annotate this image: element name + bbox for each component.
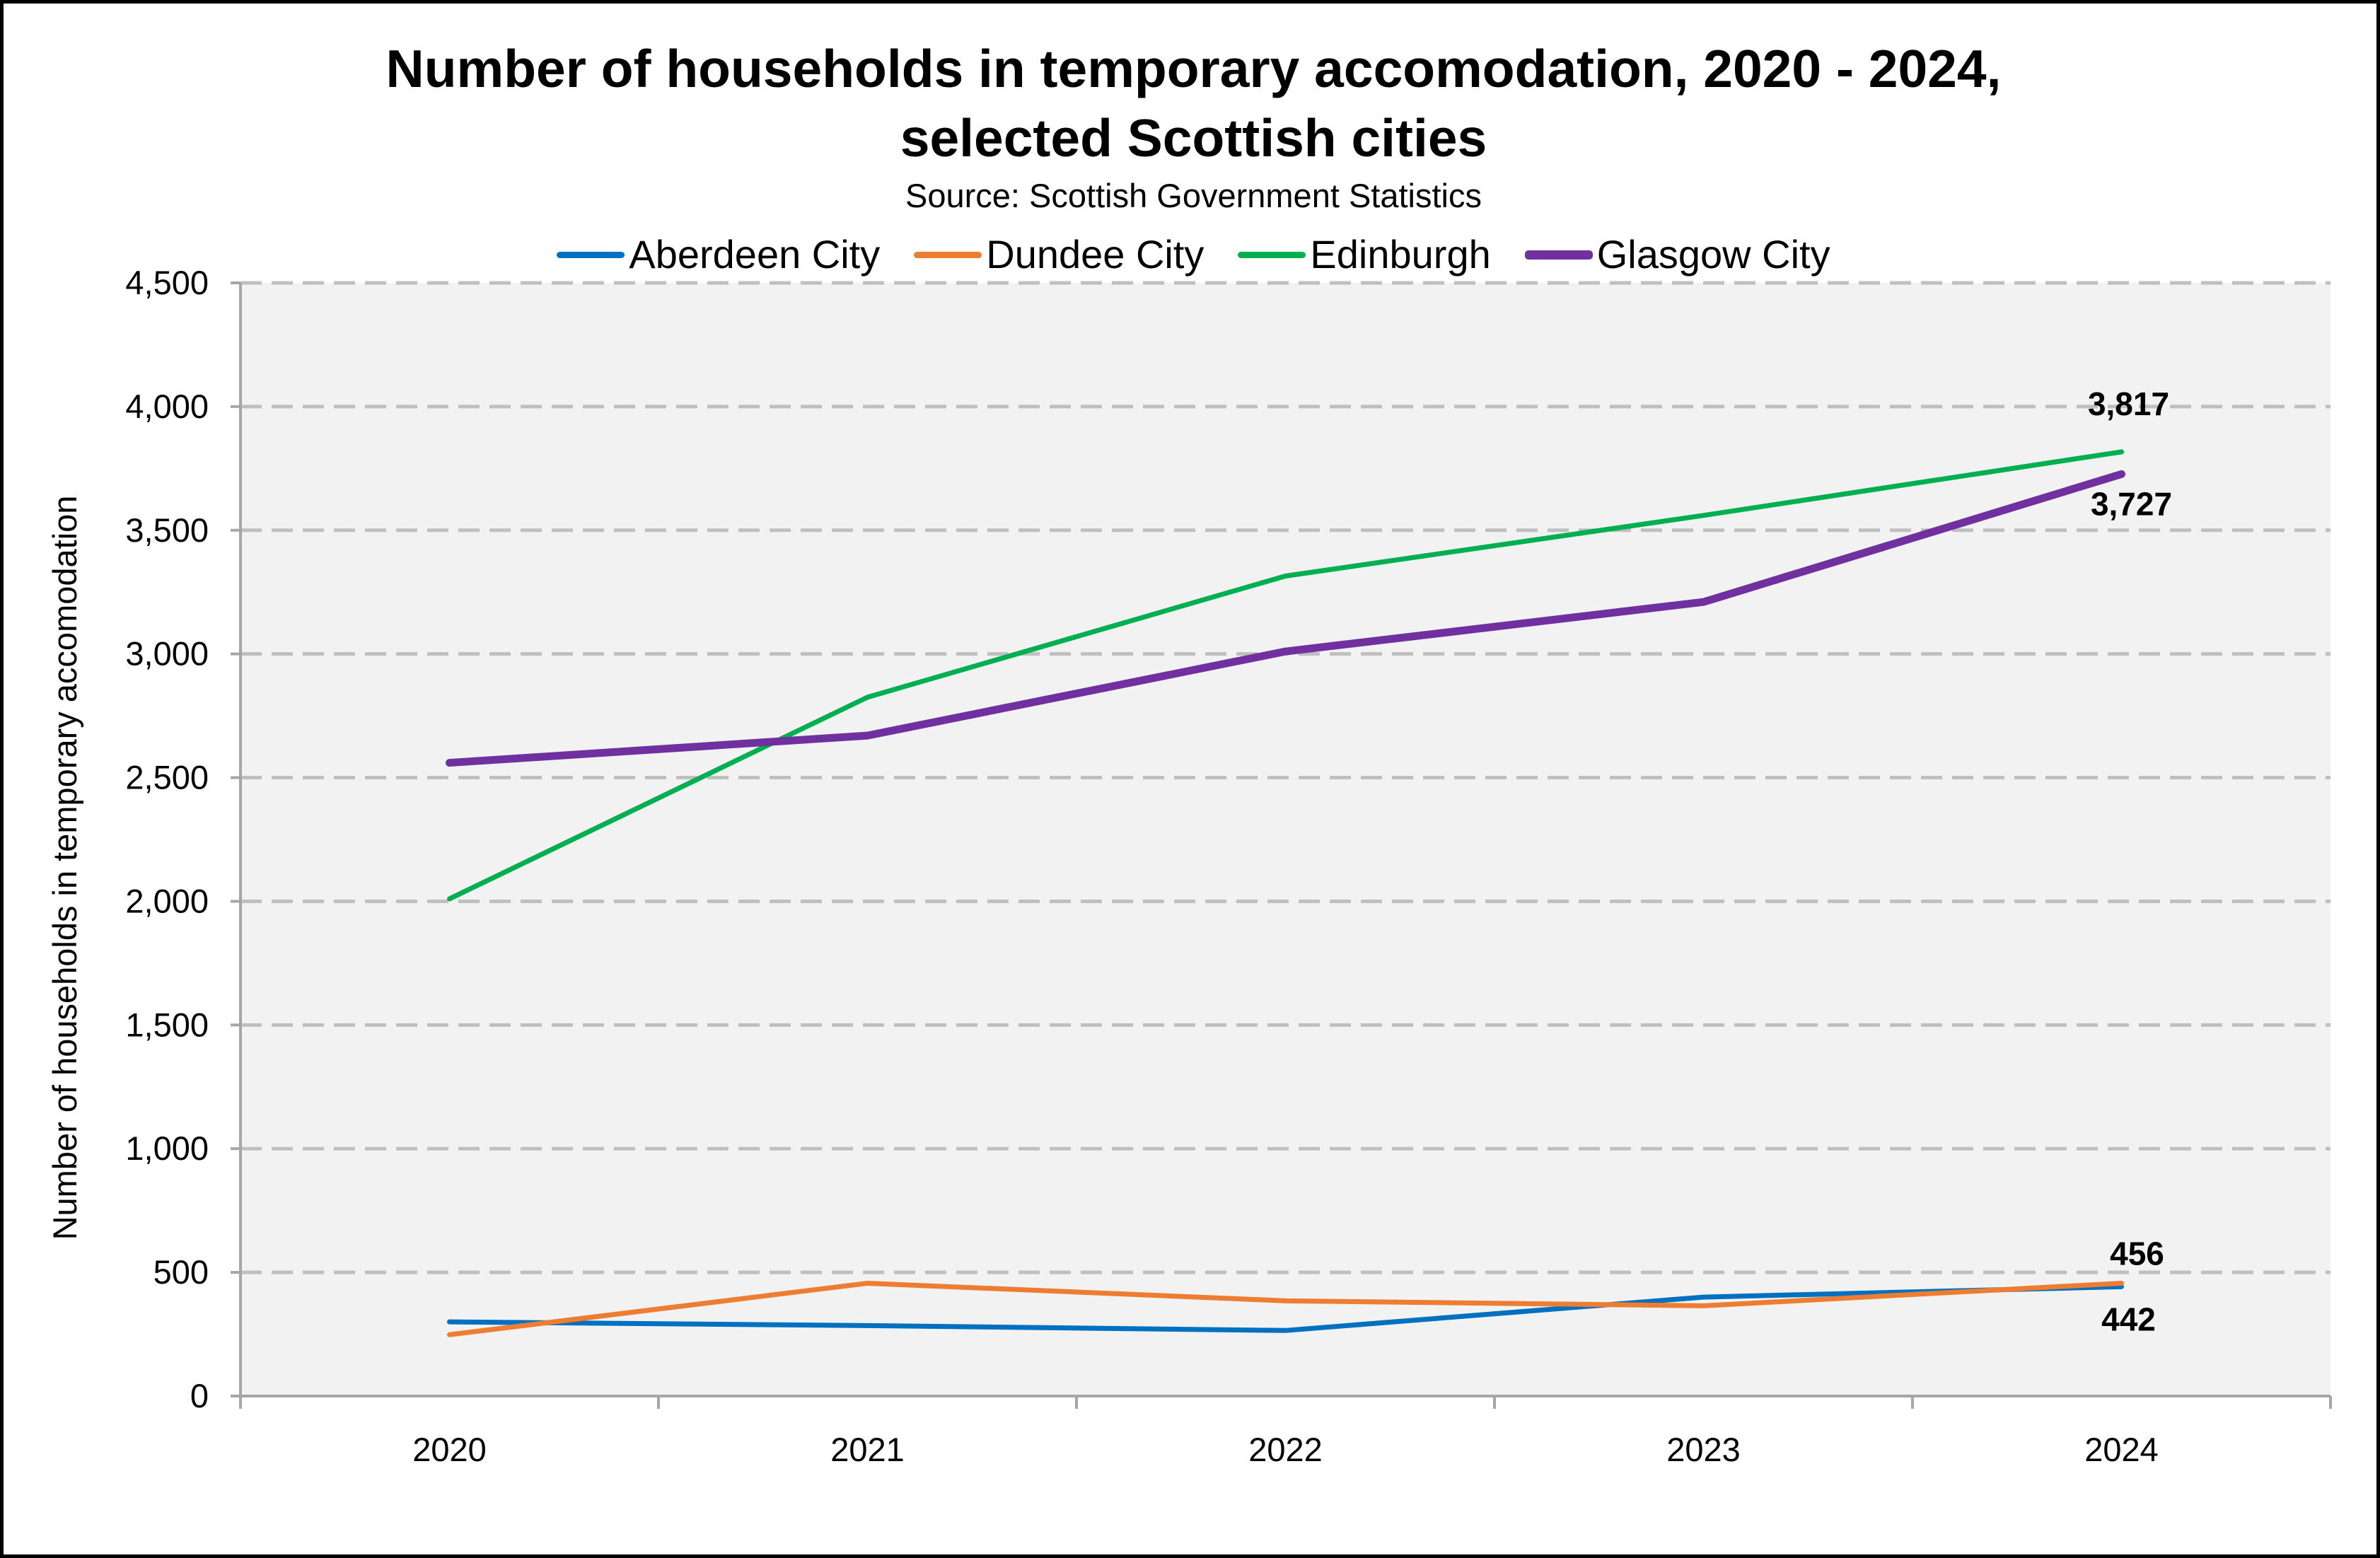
- y-tick-label-2000: 2,000: [125, 882, 209, 919]
- plot-area: [240, 283, 2330, 1396]
- data-label-edinburgh-2024: 3,817: [2088, 385, 2169, 422]
- y-tick-label-3000: 3,000: [125, 635, 209, 673]
- data-label-aberdeen-city-2024: 442: [2101, 1301, 2156, 1337]
- y-tick-label-2500: 2,500: [125, 759, 209, 796]
- legend-label-glasgow: Glasgow City: [1596, 232, 1830, 277]
- y-tick-label-500: 500: [153, 1253, 209, 1291]
- chart-subtitle: Source: Scottish Government Statistics: [905, 177, 1482, 214]
- series-line-dundee-city: [447, 1281, 2124, 1337]
- legend-label-dundee: Dundee City: [986, 232, 1204, 277]
- chart-legend: Aberdeen City Dundee City Edinburgh Glas…: [4, 230, 2380, 279]
- legend-item-glasgow: Glasgow City: [1524, 230, 1830, 279]
- y-tick-label-1000: 1,000: [125, 1129, 209, 1167]
- legend-swatch-aberdeen: [557, 251, 625, 258]
- chart-title-line-1: Number of households in temporary accomo…: [385, 39, 2002, 98]
- legend-swatch-glasgow: [1524, 250, 1593, 260]
- x-tick-label-2022: 2022: [1248, 1431, 1323, 1468]
- series-line-edinburgh: [447, 449, 2124, 902]
- series-line-glasgow-city: [446, 470, 2125, 767]
- y-tick-label-0: 0: [190, 1377, 209, 1414]
- legend-swatch-edinburgh: [1238, 251, 1306, 258]
- x-tick-label-2023: 2023: [1666, 1431, 1741, 1468]
- legend-label-edinburgh: Edinburgh: [1310, 232, 1491, 277]
- line-chart: 0 500 1,000 1,500 2,000 2,500 3,000 3,500 4,000 4…: [46, 264, 2332, 1468]
- y-tick-label-4000: 4,000: [125, 388, 209, 425]
- y-axis-title: Number of households in temporary accomo…: [46, 496, 83, 1240]
- x-tick-label-2024: 2024: [2084, 1431, 2159, 1468]
- series-line-aberdeen-city: [447, 1284, 2124, 1333]
- x-tick-label-2020: 2020: [412, 1431, 487, 1468]
- legend-swatch-dundee: [914, 251, 982, 258]
- y-tick-label-3500: 3,500: [125, 511, 209, 549]
- chart-title-line-2: selected Scottish cities: [900, 108, 1487, 168]
- legend-item-aberdeen: Aberdeen City: [557, 230, 880, 279]
- legend-item-dundee: Dundee City: [914, 230, 1204, 279]
- legend-item-edinburgh: Edinburgh: [1238, 230, 1491, 279]
- y-tick-label-1500: 1,500: [125, 1006, 209, 1043]
- y-tick-label-4500: 4,500: [125, 264, 209, 301]
- legend-label-aberdeen: Aberdeen City: [629, 232, 881, 277]
- data-label-dundee-city-2024: 456: [2110, 1236, 2164, 1272]
- data-label-glasgow-city-2024: 3,727: [2091, 485, 2172, 522]
- x-tick-label-2021: 2021: [830, 1431, 905, 1468]
